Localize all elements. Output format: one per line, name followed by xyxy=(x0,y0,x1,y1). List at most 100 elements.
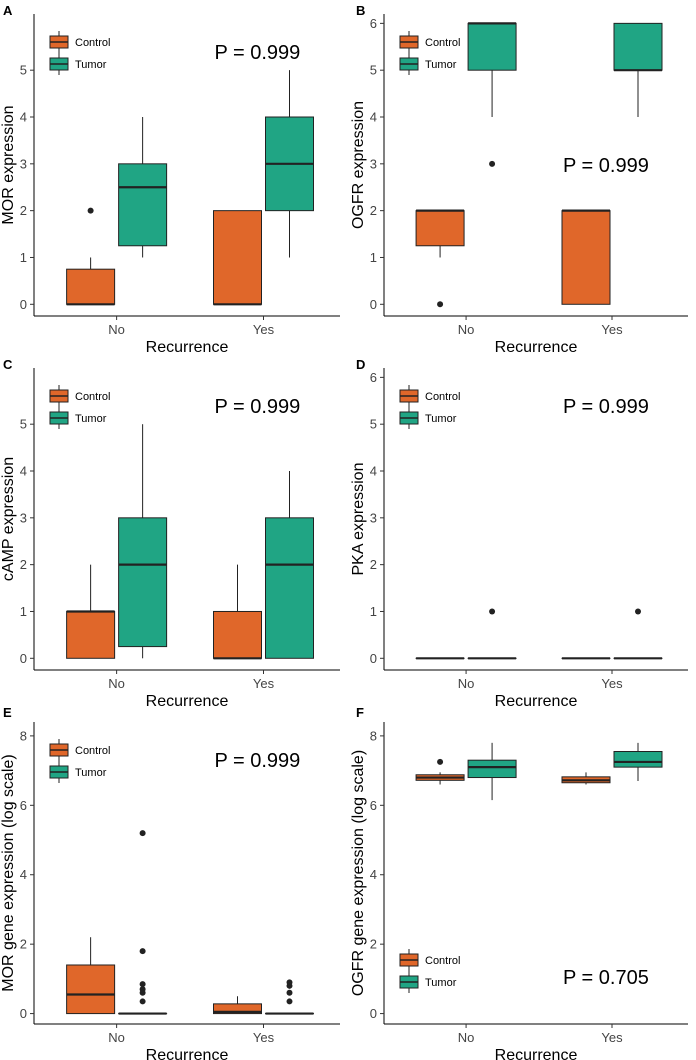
panel-letter: F xyxy=(356,705,364,720)
outlier-point xyxy=(286,998,293,1005)
legend-label: Control xyxy=(425,391,460,403)
y-axis-title: PKA expression xyxy=(350,463,367,576)
box-iqr xyxy=(66,610,116,659)
legend-label: Tumor xyxy=(425,413,457,425)
outlier-point xyxy=(139,948,146,955)
box-yes-control xyxy=(561,772,611,785)
legend-label: Tumor xyxy=(75,767,107,779)
y-tick-label: 2 xyxy=(20,937,27,952)
legend-label: Tumor xyxy=(75,413,107,425)
y-tick-label: 0 xyxy=(20,297,27,312)
y-tick-label: 1 xyxy=(370,604,377,619)
outlier-point xyxy=(87,207,94,214)
legend: Control Tumor xyxy=(49,385,110,429)
box-iqr xyxy=(118,517,168,648)
legend-item-control: Control xyxy=(399,385,460,407)
panel-c: C 0 1 2 3 4 5 No Yes Recurrence cAMP expression Con… xyxy=(0,357,340,710)
box-yes-tumor xyxy=(265,979,314,1015)
box-yes-control xyxy=(561,209,611,305)
y-axis-title: cAMP expression xyxy=(0,457,17,581)
p-value-label: P = 0.999 xyxy=(563,155,649,177)
legend-label: Control xyxy=(75,745,110,757)
y-tick-label: 2 xyxy=(370,557,377,572)
box-iqr xyxy=(118,163,168,247)
x-axis-title: Recurrence xyxy=(495,693,578,710)
legend-label: Tumor xyxy=(425,59,457,71)
p-value-label: P = 0.999 xyxy=(563,396,649,418)
legend: Control Tumor xyxy=(49,739,110,783)
box-iqr xyxy=(213,610,262,659)
legend-item-control: Control xyxy=(49,385,110,407)
panel-f: F 0 2 4 6 8 No Yes Recurrence OGFR gene expressio… xyxy=(350,705,688,1060)
p-value-label: P = 0.705 xyxy=(563,967,649,989)
y-tick-label: 2 xyxy=(20,203,27,218)
panel-e: E 0 2 4 6 8 No Yes Recurrence MOR gene expression… xyxy=(0,705,340,1060)
legend-label: Tumor xyxy=(75,59,107,71)
legend-label: Control xyxy=(425,955,460,967)
box-no-control xyxy=(66,564,116,659)
box-no-control xyxy=(415,209,465,308)
outlier-point xyxy=(635,608,641,615)
y-tick-label: 4 xyxy=(20,464,27,479)
x-tick-label: Yes xyxy=(253,1030,275,1045)
y-tick-label: 8 xyxy=(20,728,27,743)
outlier-point xyxy=(139,981,146,988)
y-tick-label: 1 xyxy=(370,250,377,265)
y-tick-label: 3 xyxy=(20,510,27,525)
x-axis-title: Recurrence xyxy=(146,1047,229,1060)
box-no-control xyxy=(66,937,116,1015)
box-iqr xyxy=(213,1003,262,1015)
y-tick-label: 5 xyxy=(20,417,27,432)
y-tick-label: 6 xyxy=(370,16,377,31)
x-tick-label: Yes xyxy=(601,322,623,337)
outlier-point xyxy=(286,979,293,986)
box-iqr xyxy=(467,22,517,71)
y-tick-label: 5 xyxy=(370,63,377,78)
y-axis-title: MOR gene expression (log scale) xyxy=(0,754,17,991)
y-tick-label: 6 xyxy=(20,798,27,813)
panel-b: B 0 1 2 3 4 5 6 No Yes Recurrence OGFR expression Co… xyxy=(350,3,688,356)
y-tick-label: 6 xyxy=(370,798,377,813)
y-axis-title: MOR expression xyxy=(0,105,17,224)
legend-item-tumor: Tumor xyxy=(49,761,107,783)
legend-item-control: Control xyxy=(49,31,110,53)
y-tick-label: 2 xyxy=(370,203,377,218)
outlier-point xyxy=(139,986,146,993)
panel-letter: E xyxy=(3,705,12,720)
box-no-tumor xyxy=(118,117,168,258)
box-no-tumor xyxy=(467,742,517,801)
legend-item-tumor: Tumor xyxy=(49,407,107,429)
box-iqr xyxy=(467,759,517,779)
p-value-label: P = 0.999 xyxy=(214,42,300,64)
x-tick-label: No xyxy=(458,322,475,337)
panel-letter: A xyxy=(3,3,13,18)
legend: Control Tumor xyxy=(399,949,460,993)
y-tick-label: 6 xyxy=(370,370,377,385)
x-tick-label: No xyxy=(108,1030,125,1045)
box-no-control xyxy=(66,207,116,306)
y-tick-label: 0 xyxy=(20,1006,27,1021)
legend-label: Tumor xyxy=(425,977,457,989)
outlier-point xyxy=(139,998,146,1005)
y-tick-label: 3 xyxy=(370,510,377,525)
x-tick-label: Yes xyxy=(601,1030,623,1045)
legend-item-tumor: Tumor xyxy=(399,971,457,993)
p-value-label: P = 0.999 xyxy=(214,750,300,772)
box-iqr xyxy=(561,210,611,305)
box-iqr xyxy=(415,210,465,247)
legend-label: Control xyxy=(75,37,110,49)
legend-label: Control xyxy=(75,391,110,403)
x-axis-title: Recurrence xyxy=(146,339,229,356)
box-iqr xyxy=(265,517,314,659)
y-tick-label: 0 xyxy=(370,651,377,666)
legend-item-tumor: Tumor xyxy=(399,407,457,429)
box-yes-tumor xyxy=(613,608,663,660)
legend: Control Tumor xyxy=(49,31,110,75)
legend-item-tumor: Tumor xyxy=(399,53,457,75)
x-tick-label: No xyxy=(108,322,125,337)
y-tick-label: 1 xyxy=(20,604,27,619)
box-yes-tumor xyxy=(613,742,663,782)
x-tick-label: No xyxy=(108,676,125,691)
box-no-tumor xyxy=(118,830,168,1015)
box-no-tumor xyxy=(118,424,168,659)
